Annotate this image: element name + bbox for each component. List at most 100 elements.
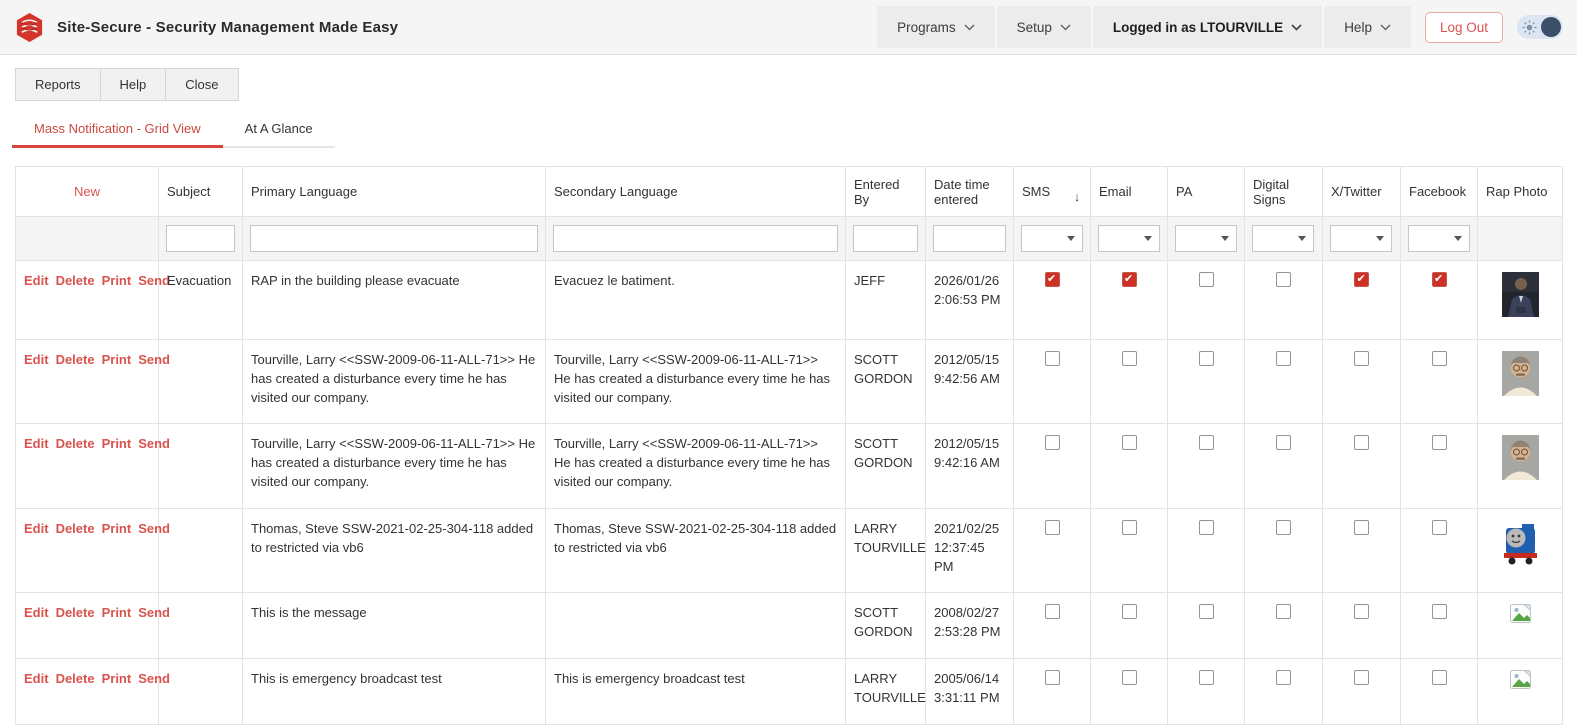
facebook-checkbox[interactable]	[1431, 350, 1447, 366]
column-header-pa[interactable]: PA	[1167, 166, 1245, 217]
rap-photo[interactable]	[1510, 604, 1531, 623]
column-header-x-twitter[interactable]: X/Twitter	[1322, 166, 1401, 217]
sms-checkbox[interactable]	[1044, 272, 1060, 288]
sms-checkbox[interactable]	[1044, 519, 1060, 535]
delete-link[interactable]: Delete	[55, 605, 95, 621]
column-header-date-time-entered[interactable]: Date time entered	[925, 166, 1014, 217]
sms-checkbox[interactable]	[1044, 350, 1060, 366]
rap-photo[interactable]	[1502, 435, 1539, 480]
filter-input-date-time-entered[interactable]	[933, 225, 1006, 252]
send-link[interactable]: Send	[138, 436, 171, 452]
x-twitter-checkbox[interactable]	[1354, 670, 1369, 686]
email-checkbox[interactable]	[1121, 604, 1137, 620]
tab-at-a-glance[interactable]: At A Glance	[222, 115, 335, 148]
print-link[interactable]: Print	[101, 273, 132, 288]
pa-checkbox[interactable]	[1198, 350, 1214, 366]
tab-mass-notification-grid-view[interactable]: Mass Notification - Grid View	[12, 115, 223, 148]
filter-dropdown-email[interactable]	[1098, 225, 1160, 252]
digital-signs-checkbox[interactable]	[1276, 272, 1291, 287]
edit-link[interactable]: Edit	[24, 273, 49, 288]
filter-dropdown-sms[interactable]	[1021, 225, 1083, 252]
digital-signs-checkbox[interactable]	[1276, 350, 1291, 366]
pa-checkbox[interactable]	[1198, 272, 1214, 287]
facebook-checkbox[interactable]	[1431, 272, 1447, 288]
email-checkbox[interactable]	[1121, 272, 1137, 288]
theme-toggle[interactable]	[1517, 15, 1563, 39]
facebook-checkbox[interactable]	[1431, 670, 1447, 686]
nav-help[interactable]: Help	[1324, 6, 1411, 48]
column-header-digital-signs[interactable]: Digital Signs	[1244, 166, 1323, 217]
filter-input-secondary-language[interactable]	[553, 225, 838, 252]
nav-setup[interactable]: Setup	[997, 6, 1093, 48]
pa-checkbox[interactable]	[1198, 435, 1214, 451]
x-twitter-checkbox[interactable]	[1354, 350, 1369, 366]
facebook-checkbox[interactable]	[1431, 435, 1447, 451]
column-header-subject[interactable]: Subject	[158, 166, 243, 217]
delete-link[interactable]: Delete	[55, 273, 95, 288]
digital-signs-checkbox[interactable]	[1276, 670, 1291, 686]
email-checkbox[interactable]	[1121, 350, 1137, 366]
filter-input-primary-language[interactable]	[250, 225, 538, 252]
nav-programs[interactable]: Programs	[877, 6, 997, 48]
sms-checkbox[interactable]	[1044, 435, 1060, 451]
facebook-checkbox[interactable]	[1431, 519, 1447, 535]
send-link[interactable]: Send	[138, 671, 171, 687]
x-twitter-checkbox[interactable]	[1354, 272, 1369, 288]
edit-link[interactable]: Edit	[24, 436, 49, 452]
close-button[interactable]: Close	[165, 68, 239, 101]
pa-checkbox[interactable]	[1198, 519, 1214, 535]
filter-input-subject[interactable]	[166, 225, 235, 252]
pa-checkbox[interactable]	[1198, 670, 1214, 686]
x-twitter-checkbox[interactable]	[1354, 604, 1369, 620]
help-button[interactable]: Help	[99, 68, 167, 101]
nav-logged-in-user[interactable]: Logged in as LTOURVILLE	[1093, 6, 1325, 48]
print-link[interactable]: Print	[101, 351, 132, 367]
x-twitter-checkbox[interactable]	[1354, 435, 1369, 451]
filter-dropdown-facebook[interactable]	[1408, 225, 1470, 252]
rap-photo[interactable]	[1502, 351, 1539, 396]
column-header-rap-photo[interactable]: Rap Photo	[1477, 166, 1563, 217]
column-header-email[interactable]: Email	[1090, 166, 1168, 217]
theme-toggle-knob[interactable]	[1541, 17, 1561, 37]
filter-dropdown-digital-signs[interactable]	[1252, 225, 1314, 252]
edit-link[interactable]: Edit	[24, 520, 49, 536]
rap-photo[interactable]	[1510, 670, 1531, 689]
sms-checkbox[interactable]	[1044, 670, 1060, 686]
delete-link[interactable]: Delete	[55, 436, 95, 452]
sms-checkbox[interactable]	[1044, 604, 1060, 620]
rap-photo[interactable]	[1502, 272, 1539, 317]
filter-dropdown-x-twitter[interactable]	[1330, 225, 1392, 252]
delete-link[interactable]: Delete	[55, 520, 95, 536]
column-header-secondary-language[interactable]: Secondary Language	[545, 166, 846, 217]
column-header-facebook[interactable]: Facebook	[1400, 166, 1478, 217]
send-link[interactable]: Send	[138, 605, 171, 621]
delete-link[interactable]: Delete	[55, 671, 95, 687]
edit-link[interactable]: Edit	[24, 351, 49, 367]
print-link[interactable]: Print	[101, 671, 132, 687]
pa-checkbox[interactable]	[1198, 604, 1214, 620]
send-link[interactable]: Send	[138, 273, 171, 288]
column-header-sms[interactable]: SMS ↓	[1013, 166, 1091, 217]
digital-signs-checkbox[interactable]	[1276, 519, 1291, 535]
email-checkbox[interactable]	[1121, 670, 1137, 686]
send-link[interactable]: Send	[138, 351, 171, 367]
print-link[interactable]: Print	[101, 436, 132, 452]
print-link[interactable]: Print	[101, 605, 132, 621]
column-header-new[interactable]: New	[15, 166, 159, 217]
filter-input-entered-by[interactable]	[853, 225, 918, 252]
x-twitter-checkbox[interactable]	[1354, 519, 1369, 535]
reports-button[interactable]: Reports	[15, 68, 101, 101]
column-header-primary-language[interactable]: Primary Language	[242, 166, 546, 217]
log-out-button[interactable]: Log Out	[1424, 11, 1503, 43]
edit-link[interactable]: Edit	[24, 671, 49, 687]
print-link[interactable]: Print	[101, 520, 132, 536]
digital-signs-checkbox[interactable]	[1276, 604, 1291, 620]
column-header-entered-by[interactable]: Entered By	[845, 166, 926, 217]
edit-link[interactable]: Edit	[24, 605, 49, 621]
delete-link[interactable]: Delete	[55, 351, 95, 367]
digital-signs-checkbox[interactable]	[1276, 435, 1291, 451]
facebook-checkbox[interactable]	[1431, 604, 1447, 620]
rap-photo[interactable]	[1502, 520, 1539, 565]
filter-dropdown-pa[interactable]	[1175, 225, 1237, 252]
send-link[interactable]: Send	[138, 520, 171, 536]
